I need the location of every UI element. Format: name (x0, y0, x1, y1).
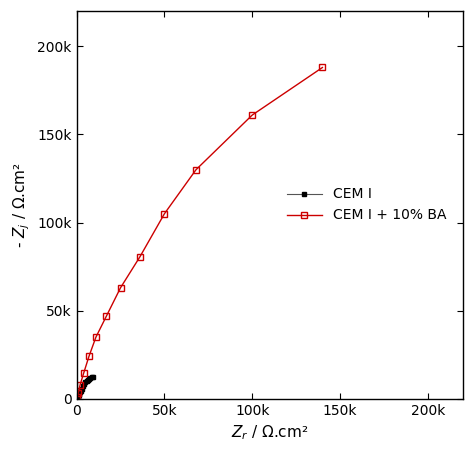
CEM I (82, 381, 87, 387)
CEM I + 10% BA (74, 394, 80, 400)
X-axis label: $Z_r$ / Ω.cm²: $Z_r$ / Ω.cm² (231, 423, 309, 442)
CEM I (85, 377, 91, 382)
CEM I (82, 380, 88, 385)
CEM I + 10% BA (193, 167, 199, 173)
CEM I (77, 390, 83, 395)
CEM I (75, 393, 81, 399)
CEM I (90, 374, 96, 380)
CEM I (75, 395, 81, 400)
CEM I + 10% BA (319, 65, 325, 70)
CEM I + 10% BA (81, 371, 86, 376)
CEM I (79, 386, 85, 391)
CEM I + 10% BA (162, 211, 167, 217)
Legend: CEM I, CEM I + 10% BA: CEM I, CEM I + 10% BA (277, 178, 456, 232)
CEM I + 10% BA (77, 382, 83, 387)
Line: CEM I: CEM I (74, 375, 95, 401)
CEM I (86, 376, 92, 381)
Y-axis label: - $Z_j$ / Ω.cm²: - $Z_j$ / Ω.cm² (11, 162, 32, 248)
CEM I + 10% BA (93, 334, 99, 340)
CEM I (89, 375, 94, 380)
CEM I (75, 394, 81, 400)
CEM I + 10% BA (104, 313, 109, 318)
CEM I + 10% BA (118, 285, 123, 290)
CEM I + 10% BA (137, 254, 143, 260)
CEM I (84, 378, 90, 384)
CEM I (74, 396, 80, 401)
CEM I + 10% BA (86, 354, 92, 359)
CEM I + 10% BA (249, 112, 255, 118)
CEM I (77, 391, 82, 396)
Line: CEM I + 10% BA: CEM I + 10% BA (74, 64, 326, 400)
CEM I + 10% BA (75, 390, 81, 395)
CEM I (88, 375, 93, 381)
CEM I (74, 395, 80, 401)
CEM I (80, 384, 86, 389)
CEM I (76, 392, 82, 398)
CEM I (78, 388, 84, 393)
